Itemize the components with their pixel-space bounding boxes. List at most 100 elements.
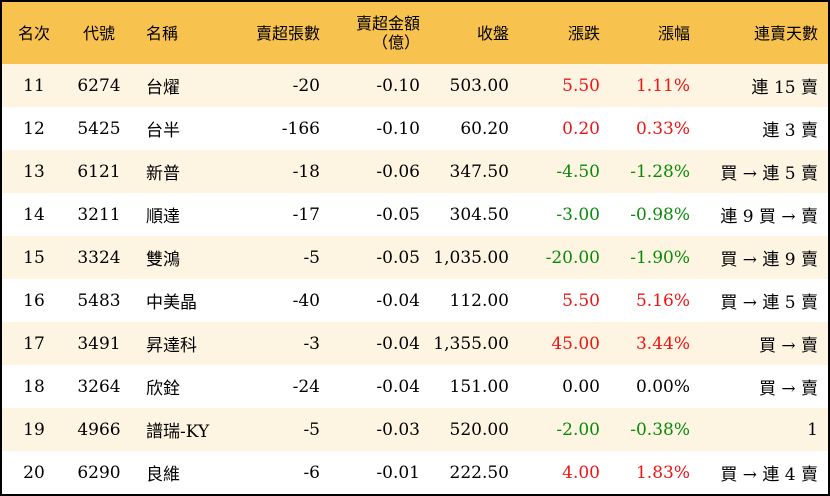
cell-code: 3264 bbox=[77, 376, 121, 397]
cell-sell-lots: -24 bbox=[292, 376, 320, 397]
cell-sell-amount: -0.05 bbox=[376, 247, 420, 268]
cell-close: 347.50 bbox=[449, 161, 509, 182]
cell-name: 欣銓 bbox=[146, 379, 180, 399]
table-row: 15 3324 雙鴻 -5 -0.05 1,035.00 -20.00 -1.90% 買 → 連… bbox=[2, 236, 828, 279]
cell-sell-days: 買 → 連 4 賣 bbox=[720, 465, 818, 485]
cell-sell-lots: -17 bbox=[292, 204, 320, 225]
cell-sell-lots: -40 bbox=[292, 290, 320, 311]
table-row: 18 3264 欣銓 -24 -0.04 151.00 0.00 0.00% 買 → 賣 bbox=[2, 365, 828, 408]
cell-name: 台燿 bbox=[146, 78, 180, 98]
cell-sell-days: 買 → 連 9 賣 bbox=[720, 250, 818, 270]
cell-close: 60.20 bbox=[460, 118, 509, 139]
cell-code: 3491 bbox=[77, 333, 121, 354]
cell-rank: 18 bbox=[23, 376, 45, 397]
cell-code: 3211 bbox=[77, 204, 121, 225]
table-row: 13 6121 新普 -18 -0.06 347.50 -4.50 -1.28% 買 → 連 5… bbox=[2, 150, 828, 193]
cell-sell-amount: -0.10 bbox=[376, 75, 420, 96]
cell-change-pct: -1.90% bbox=[630, 247, 690, 268]
cell-sell-amount: -0.04 bbox=[376, 333, 420, 354]
cell-code: 6121 bbox=[77, 161, 121, 182]
cell-close: 520.00 bbox=[449, 419, 509, 440]
col-change-pct: 漲幅 bbox=[610, 2, 700, 64]
cell-change-pct: 0.00% bbox=[635, 376, 690, 397]
cell-change: -20.00 bbox=[545, 247, 600, 268]
header-row: 名次 代號 名稱 賣超張數 賣超金額 （億） 收盤 漲跌 漲幅 連賣天數 bbox=[2, 2, 828, 64]
cell-close: 112.00 bbox=[449, 290, 509, 311]
cell-change-pct: -1.28% bbox=[630, 161, 690, 182]
cell-sell-amount: -0.04 bbox=[376, 290, 420, 311]
cell-sell-days: 1 bbox=[807, 419, 818, 440]
cell-name: 昇達科 bbox=[146, 336, 197, 356]
cell-change: 5.50 bbox=[562, 290, 600, 311]
cell-sell-amount: -0.10 bbox=[376, 118, 420, 139]
cell-name: 譜瑞-KY bbox=[146, 422, 210, 442]
cell-name: 新普 bbox=[146, 164, 180, 184]
cell-rank: 12 bbox=[23, 118, 45, 139]
cell-code: 3324 bbox=[77, 247, 121, 268]
cell-code: 5483 bbox=[77, 290, 121, 311]
col-code: 代號 bbox=[66, 2, 132, 64]
col-name: 名稱 bbox=[132, 2, 240, 64]
cell-close: 1,035.00 bbox=[433, 247, 509, 268]
table-row: 12 5425 台半 -166 -0.10 60.20 0.20 0.33% 連 3 賣 bbox=[2, 107, 828, 150]
cell-sell-lots: -166 bbox=[281, 118, 320, 139]
cell-sell-days: 連 3 賣 bbox=[762, 121, 818, 141]
cell-rank: 14 bbox=[23, 204, 45, 225]
cell-rank: 13 bbox=[23, 161, 45, 182]
cell-name: 順達 bbox=[146, 207, 180, 227]
cell-close: 222.50 bbox=[449, 462, 509, 483]
cell-sell-amount: -0.04 bbox=[376, 376, 420, 397]
col-sell-amount-unit: （億） bbox=[371, 33, 420, 52]
cell-change: 0.20 bbox=[562, 118, 600, 139]
cell-rank: 19 bbox=[23, 419, 45, 440]
table-row: 14 3211 順達 -17 -0.05 304.50 -3.00 -0.98% 連 9 買 →… bbox=[2, 193, 828, 236]
cell-code: 4966 bbox=[77, 419, 121, 440]
col-sell-days: 連賣天數 bbox=[700, 2, 828, 64]
cell-sell-days: 買 → 連 5 賣 bbox=[720, 293, 818, 313]
cell-sell-days: 連 9 買 → 賣 bbox=[720, 207, 818, 227]
col-sell-amount: 賣超金額 （億） bbox=[330, 2, 430, 64]
cell-name: 良維 bbox=[146, 465, 180, 485]
cell-change-pct: 5.16% bbox=[635, 290, 690, 311]
cell-change-pct: 3.44% bbox=[635, 333, 690, 354]
cell-sell-lots: -18 bbox=[292, 161, 320, 182]
cell-change-pct: 1.83% bbox=[635, 462, 690, 483]
cell-change-pct: 0.33% bbox=[635, 118, 690, 139]
table-row: 16 5483 中美晶 -40 -0.04 112.00 5.50 5.16% 買 → 連 5 … bbox=[2, 279, 828, 322]
cell-name: 台半 bbox=[146, 121, 180, 141]
cell-change: 45.00 bbox=[551, 333, 600, 354]
table-row: 20 6290 良維 -6 -0.01 222.50 4.00 1.83% 買 → 連 4 賣 bbox=[2, 451, 828, 494]
cell-sell-days: 買 → 連 5 賣 bbox=[720, 164, 818, 184]
cell-rank: 16 bbox=[23, 290, 45, 311]
col-close: 收盤 bbox=[430, 2, 519, 64]
col-sell-amount-label: 賣超金額 bbox=[355, 14, 420, 33]
cell-rank: 15 bbox=[23, 247, 45, 268]
cell-change: -4.50 bbox=[556, 161, 600, 182]
cell-sell-lots: -20 bbox=[292, 75, 320, 96]
cell-close: 304.50 bbox=[449, 204, 509, 225]
cell-change-pct: -0.38% bbox=[630, 419, 690, 440]
cell-code: 6290 bbox=[77, 462, 121, 483]
cell-change: 4.00 bbox=[562, 462, 600, 483]
cell-sell-lots: -5 bbox=[303, 419, 320, 440]
cell-close: 1,355.00 bbox=[433, 333, 509, 354]
cell-change: -2.00 bbox=[556, 419, 600, 440]
cell-sell-amount: -0.01 bbox=[376, 462, 420, 483]
cell-name: 雙鴻 bbox=[146, 250, 180, 270]
col-rank: 名次 bbox=[2, 2, 66, 64]
table-row: 17 3491 昇達科 -3 -0.04 1,355.00 45.00 3.44% 買 → 賣 bbox=[2, 322, 828, 365]
cell-sell-lots: -5 bbox=[303, 247, 320, 268]
cell-sell-lots: -3 bbox=[303, 333, 320, 354]
cell-sell-amount: -0.03 bbox=[376, 419, 420, 440]
col-change: 漲跌 bbox=[519, 2, 610, 64]
cell-rank: 11 bbox=[23, 75, 45, 96]
cell-sell-days: 連 15 賣 bbox=[751, 78, 818, 98]
cell-sell-days: 買 → 賣 bbox=[758, 379, 818, 399]
cell-change: 5.50 bbox=[562, 75, 600, 96]
cell-code: 6274 bbox=[77, 75, 121, 96]
cell-sell-days: 買 → 賣 bbox=[758, 336, 818, 356]
cell-change-pct: 1.11% bbox=[635, 75, 690, 96]
cell-rank: 20 bbox=[23, 462, 45, 483]
col-sell-lots: 賣超張數 bbox=[240, 2, 330, 64]
